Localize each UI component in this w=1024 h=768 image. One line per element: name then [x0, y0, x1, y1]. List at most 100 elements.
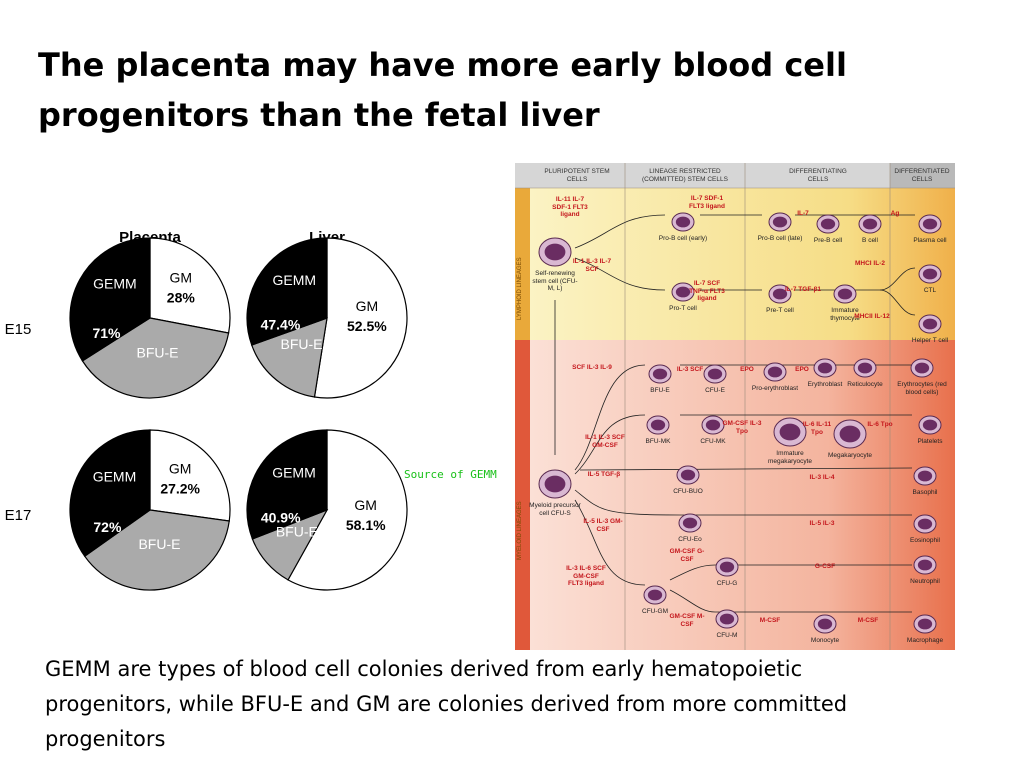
growth-factor: IL-3 IL-6 SCF GM-CSF FLT3 ligand — [566, 565, 606, 587]
pie-annotation: 71% — [92, 325, 121, 341]
cell-nucleus — [772, 288, 788, 300]
growth-factor: GM-CSF IL-3 Tpo — [722, 420, 762, 435]
slice-label: GM — [169, 461, 192, 477]
growth-factor: MHCII IL-12 — [854, 313, 890, 320]
cell-nucleus — [922, 318, 938, 330]
cell-label: CFU-G — [716, 580, 738, 587]
pie-slice — [287, 429, 408, 591]
cell-nucleus — [917, 618, 933, 630]
cell-label: Basophil — [912, 489, 938, 496]
cell-nucleus — [917, 470, 933, 482]
cell-nucleus — [719, 613, 735, 625]
pie-slice — [246, 237, 328, 346]
cell-nucleus — [917, 559, 933, 571]
growth-factor: G-CSF — [814, 563, 836, 570]
cell-label: BFU-E — [650, 387, 670, 394]
cell-label: Neutrophil — [910, 578, 940, 585]
cell-label: CFU-GM — [642, 608, 668, 615]
slice-label: GEMM — [272, 464, 316, 480]
cell-nucleus — [682, 517, 698, 529]
cell-nucleus — [857, 362, 873, 374]
cell-label: CFU-M — [716, 632, 738, 639]
pie-slice — [250, 317, 328, 398]
cell-nucleus — [719, 561, 735, 573]
growth-factor: IL-7 SCF TNF-α FLT3 ligand — [689, 280, 725, 302]
growth-factor: MHCI IL-2 — [855, 260, 885, 267]
cell-label: Macrophage — [906, 637, 944, 644]
cell-nucleus — [922, 419, 938, 431]
cell-label: Self-renewing stem cell (CFU-M, L) — [532, 270, 578, 292]
cell-nucleus — [817, 362, 833, 374]
cell-nucleus — [675, 216, 691, 228]
row-label: E17 — [5, 507, 32, 524]
cell-label: Erythroblast — [807, 381, 843, 388]
pie-slice — [313, 237, 408, 399]
cell-nucleus — [922, 268, 938, 280]
cell-nucleus — [647, 589, 663, 601]
growth-factor: EPO — [740, 366, 754, 373]
side-label: LYMPHOID LINEAGES — [517, 257, 523, 320]
value-label: 27.2% — [160, 481, 200, 497]
growth-factor: GM-CSF G-CSF — [669, 548, 705, 563]
cell-nucleus — [817, 618, 833, 630]
cell-nucleus — [767, 366, 783, 378]
cell-label: B cell — [862, 237, 878, 244]
growth-factor: IL-6 Tpo — [867, 421, 893, 428]
cell-nucleus — [650, 419, 666, 431]
slice-label: GEMM — [272, 272, 316, 288]
cell-label: BFU-MK — [645, 438, 671, 445]
cell-nucleus — [772, 216, 788, 228]
slice-label: GM — [170, 270, 193, 286]
growth-factor: IL-5 TGF-β — [587, 471, 621, 478]
pie-slice — [149, 237, 231, 334]
cell-label: Erythrocytes (red blood cells) — [897, 381, 947, 396]
growth-factor: IL-7 SDF-1 FLT3 ligand — [689, 195, 725, 210]
growth-factor: IL-1 IL-3 SCF GM-CSF — [585, 434, 625, 449]
growth-factor: IL-7 — [797, 210, 809, 217]
cell-label: Megakaryocyte — [827, 452, 873, 459]
cell-label: CFU-BUO — [673, 488, 703, 495]
value-label: 58.1% — [346, 517, 386, 533]
growth-factor: M-CSF — [759, 617, 781, 624]
growth-factor: M-CSF — [857, 617, 879, 624]
cell-nucleus — [707, 368, 723, 380]
slice-label: GEMM — [93, 469, 137, 485]
slice-label: BFU-E — [136, 344, 178, 360]
cell-label: Pro-T cell — [669, 305, 697, 312]
column-header: DIFFERENTIATED CELLS — [894, 168, 950, 183]
cell-label: Monocyte — [810, 637, 840, 644]
row-label: E15 — [5, 321, 32, 338]
pie-annotation: 47.4% — [261, 316, 301, 332]
slice-label: BFU-E — [281, 336, 323, 352]
cell-label: Reticulocyte — [847, 381, 883, 388]
growth-factor: GM-CSF M-CSF — [669, 613, 705, 628]
diagram-background — [515, 163, 955, 650]
cell-label: CFU-Eo — [678, 536, 702, 543]
pie-slice — [83, 509, 230, 591]
pie-annotation: 40.9% — [261, 509, 301, 525]
cell-nucleus — [705, 419, 721, 431]
annotation: Source of GEMM — [404, 468, 497, 481]
cell-label: Platelets — [917, 438, 943, 445]
growth-factor: EPO — [795, 366, 809, 373]
cell-label: Plasma cell — [913, 237, 947, 244]
slice-label: GM — [354, 497, 377, 513]
cell-nucleus — [820, 218, 836, 230]
pie-slice — [149, 429, 231, 522]
growth-factor: IL-1 IL-3 IL-7 SCF — [572, 258, 612, 273]
growth-factor: SCF IL-3 IL-9 — [572, 364, 612, 371]
growth-factor: IL-11 IL-7 SDF-1 FLT3 ligand — [552, 196, 588, 218]
cell-nucleus — [917, 518, 933, 530]
cell-nucleus — [680, 469, 696, 481]
cell-nucleus — [779, 423, 801, 441]
column-header: PLURIPOTENT STEM CELLS — [544, 168, 610, 183]
cell-nucleus — [862, 218, 878, 230]
pie: GM 58.1% BFU-E GEMM 40.9% — [246, 429, 408, 591]
cell-label: Immature thymocyte — [830, 307, 860, 322]
cell-label: Pro-B cell (early) — [658, 235, 708, 242]
cell-label: Pre-T cell — [766, 307, 794, 314]
cell-label: Immature megakaryocyte — [767, 450, 813, 465]
caption: GEMM are types of blood cell colonies de… — [45, 657, 848, 751]
value-label: 28% — [167, 290, 196, 306]
